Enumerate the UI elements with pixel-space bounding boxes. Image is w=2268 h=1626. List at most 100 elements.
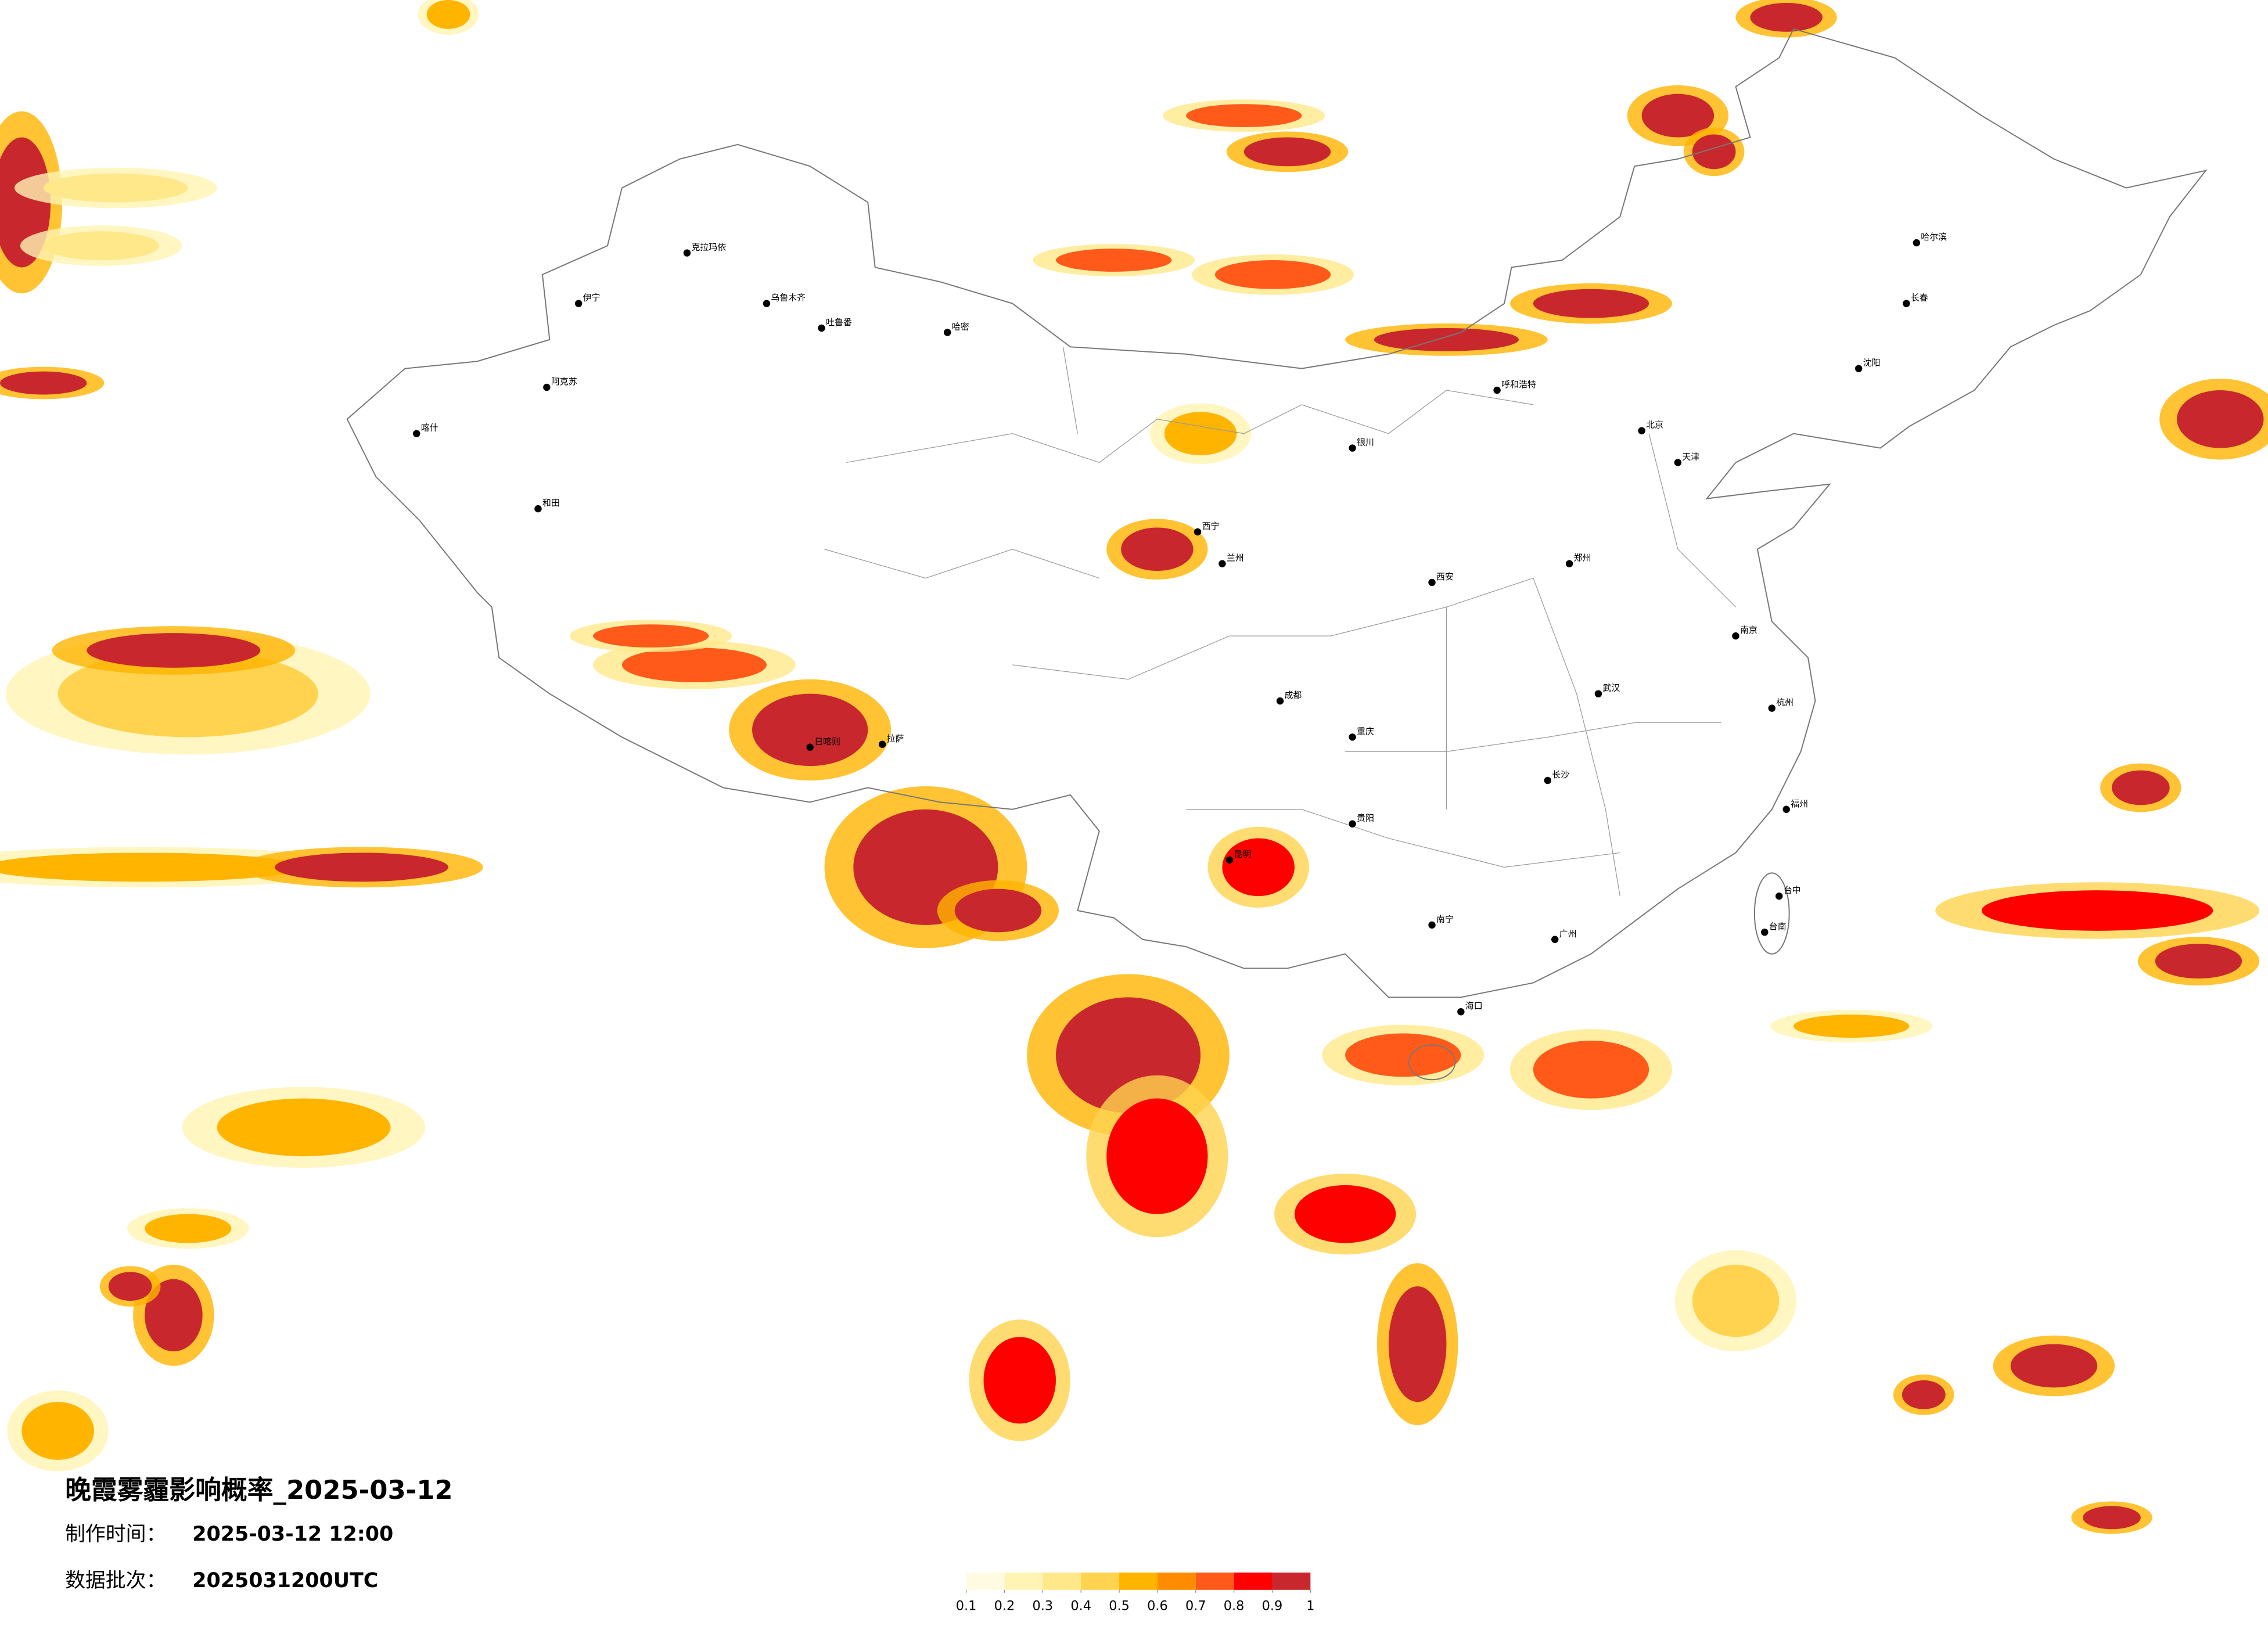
haze-blob (2010, 1344, 2098, 1388)
city-label: 郑州 (1574, 553, 1591, 563)
haze-blob (426, 0, 470, 29)
city-dot (1551, 936, 1559, 943)
city-label: 呼和浩特 (1501, 379, 1536, 390)
city-dot (878, 740, 886, 748)
haze-blob (2177, 390, 2264, 448)
haze-blob (621, 647, 767, 682)
city-label: 台南 (1769, 921, 1787, 931)
city-label: 克拉玛依 (691, 242, 726, 253)
legend-tick-label: 0.6 (1147, 1599, 1168, 1614)
batch-label: 数据批次： (65, 1569, 166, 1592)
city-dot (1565, 560, 1573, 567)
city-dot (1913, 239, 1921, 247)
legend-tick-label: 0.4 (1070, 1599, 1091, 1614)
haze-blob (1641, 93, 1715, 138)
city-dot (763, 300, 771, 307)
city-dot (1732, 632, 1739, 640)
legend-swatch (1043, 1572, 1081, 1590)
city-dot (1225, 856, 1234, 864)
haze-blob (1106, 1098, 1208, 1214)
taiwan-outline (1753, 872, 1790, 955)
city-label: 拉萨 (887, 733, 904, 744)
city-dot (1428, 578, 1436, 587)
production-time: 2025-03-12 12:00 (192, 1523, 393, 1546)
city-dot (543, 383, 551, 391)
haze-blob (1902, 1380, 1946, 1409)
city-label: 海口 (1465, 1001, 1483, 1011)
city-dot (534, 505, 542, 513)
city-dot (1594, 690, 1602, 697)
city-dot (1493, 386, 1501, 394)
haze-blob (1533, 289, 1649, 318)
city-dot (1775, 892, 1783, 900)
haze-blob (217, 1098, 391, 1157)
haze-blob (87, 633, 261, 668)
city-dot (1782, 805, 1790, 813)
haze-blob (1388, 1286, 1447, 1402)
legend-tick-label: 0.7 (1185, 1599, 1206, 1614)
city-dot (818, 324, 825, 332)
legend-swatch (1234, 1572, 1273, 1590)
haze-blob (1692, 134, 1736, 170)
city-label: 武汉 (1602, 683, 1620, 693)
haze-blob (954, 888, 1042, 933)
city-dot (1349, 733, 1356, 741)
haze-blob (2155, 944, 2242, 979)
city-label: 伊宁 (583, 293, 601, 303)
haze-blob (752, 693, 868, 767)
haze-blob (145, 1214, 232, 1243)
city-dot (1854, 365, 1863, 372)
haze-blob (108, 1272, 152, 1301)
city-dot (1544, 776, 1551, 785)
haze-blob (2083, 1506, 2141, 1530)
city-label: 乌鲁木齐 (771, 293, 806, 303)
map-title: 晚霞雾霾影响概率_2025-03-12 (65, 1474, 453, 1505)
haze-blob (1981, 890, 2213, 931)
city-dot (683, 249, 691, 257)
city-dot (1638, 427, 1645, 434)
city-label: 西安 (1436, 571, 1454, 582)
haze-blob (0, 371, 87, 395)
city-label: 喀什 (421, 423, 438, 433)
haze-blob (145, 1279, 203, 1352)
city-dot (1276, 697, 1284, 705)
city-label: 长沙 (1552, 769, 1569, 780)
city-label: 天津 (1682, 451, 1699, 462)
haze-blob (1533, 1041, 1649, 1099)
legend-swatch (1081, 1572, 1120, 1590)
haze-blob (21, 1402, 94, 1460)
city-label: 和田 (542, 498, 560, 508)
province-borders (824, 347, 1736, 897)
legend-swatch (1272, 1572, 1311, 1590)
city-label: 昆明 (1234, 849, 1251, 859)
haze-blob (1186, 104, 1302, 128)
city-dot (1349, 444, 1356, 452)
city-label: 沈阳 (1863, 358, 1881, 368)
city-label: 兰州 (1227, 553, 1244, 563)
city-label: 重庆 (1357, 726, 1374, 736)
city-dot (1457, 1008, 1465, 1016)
haze-blob (1294, 1185, 1396, 1243)
city-dot (1219, 560, 1226, 567)
city-label: 长春 (1911, 293, 1928, 303)
legend-tick-label: 0.2 (994, 1599, 1015, 1614)
city-label: 南宁 (1436, 914, 1454, 924)
haze-blob (2112, 770, 2170, 805)
city-label: 西宁 (1202, 521, 1220, 531)
haze-blob (1750, 2, 1823, 32)
city-label: 杭州 (1776, 697, 1793, 708)
haze-blob (1374, 328, 1519, 351)
city-label: 贵阳 (1357, 813, 1374, 823)
legend-tick-label: 0.5 (1109, 1599, 1130, 1614)
legend-swatch (1157, 1572, 1196, 1590)
city-dot (1674, 459, 1682, 466)
haze-blob (1214, 260, 1331, 289)
city-dot (1349, 820, 1356, 828)
haze-blob (593, 624, 709, 648)
city-dot (1428, 921, 1436, 929)
haze-blob (43, 173, 188, 203)
haze-blob (275, 852, 449, 882)
china-outline (346, 28, 2208, 998)
